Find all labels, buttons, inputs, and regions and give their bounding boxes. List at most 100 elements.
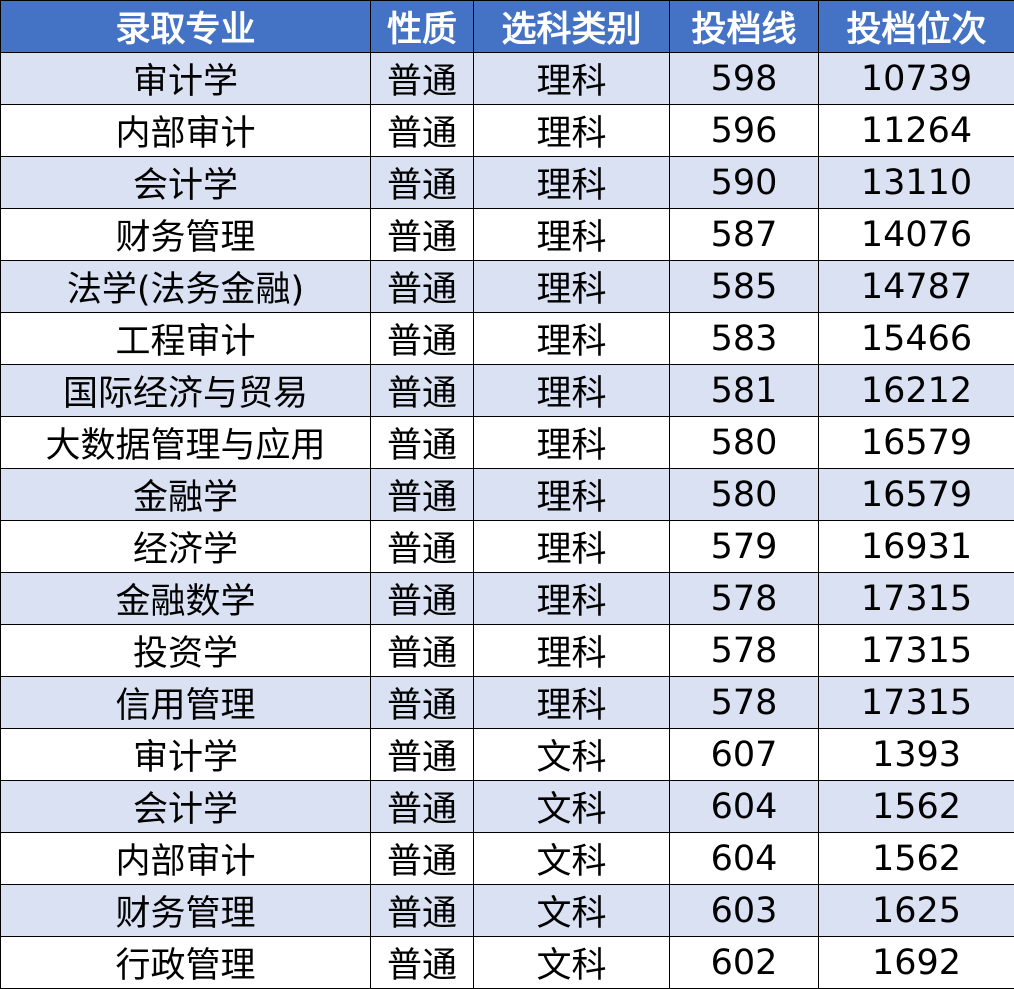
cell-subject-category: 理科 [474,261,670,313]
cell-cutoff-rank: 17315 [819,625,1014,677]
cell-major: 内部审计 [1,833,371,885]
cell-cutoff-score: 578 [670,573,819,625]
header-row: 录取专业性质选科类别投档线投档位次 [1,1,1014,53]
cell-type: 普通 [371,677,474,729]
cell-cutoff-score: 596 [670,105,819,157]
cell-type: 普通 [371,105,474,157]
cell-subject-category: 理科 [474,417,670,469]
cell-type: 普通 [371,625,474,677]
cell-type: 普通 [371,417,474,469]
cell-cutoff-score: 581 [670,365,819,417]
header-type: 性质 [371,1,474,53]
cell-cutoff-score: 590 [670,157,819,209]
cell-type: 普通 [371,885,474,937]
cell-major: 金融数学 [1,573,371,625]
cell-type: 普通 [371,833,474,885]
cell-cutoff-rank: 16212 [819,365,1014,417]
cell-cutoff-rank: 11264 [819,105,1014,157]
cell-major: 法学(法务金融) [1,261,371,313]
cell-subject-category: 理科 [474,105,670,157]
cell-cutoff-score: 604 [670,833,819,885]
cell-major: 内部审计 [1,105,371,157]
cell-cutoff-score: 580 [670,469,819,521]
cell-cutoff-score: 598 [670,53,819,105]
cell-cutoff-rank: 1562 [819,833,1014,885]
cell-subject-category: 理科 [474,157,670,209]
cell-subject-category: 文科 [474,937,670,989]
cell-cutoff-score: 578 [670,625,819,677]
cell-cutoff-score: 607 [670,729,819,781]
cell-major: 审计学 [1,53,371,105]
cell-cutoff-rank: 13110 [819,157,1014,209]
cell-cutoff-rank: 17315 [819,573,1014,625]
cell-cutoff-rank: 14076 [819,209,1014,261]
cell-major: 国际经济与贸易 [1,365,371,417]
cell-major: 行政管理 [1,937,371,989]
cell-subject-category: 理科 [474,573,670,625]
cell-type: 普通 [371,157,474,209]
cell-cutoff-rank: 14787 [819,261,1014,313]
cell-cutoff-rank: 16579 [819,417,1014,469]
cell-cutoff-score: 578 [670,677,819,729]
cell-cutoff-rank: 16579 [819,469,1014,521]
cell-cutoff-rank: 1625 [819,885,1014,937]
cell-type: 普通 [371,469,474,521]
cell-cutoff-rank: 17315 [819,677,1014,729]
cell-cutoff-rank: 10739 [819,53,1014,105]
cell-subject-category: 理科 [474,521,670,573]
cell-subject-category: 理科 [474,365,670,417]
cell-cutoff-score: 585 [670,261,819,313]
cell-major: 会计学 [1,781,371,833]
cell-subject-category: 文科 [474,729,670,781]
cell-type: 普通 [371,365,474,417]
cell-subject-category: 理科 [474,313,670,365]
cell-cutoff-rank: 1393 [819,729,1014,781]
cell-major: 金融学 [1,469,371,521]
cell-major: 大数据管理与应用 [1,417,371,469]
cell-major: 信用管理 [1,677,371,729]
cell-type: 普通 [371,521,474,573]
cell-subject-category: 理科 [474,53,670,105]
cell-major: 投资学 [1,625,371,677]
cell-type: 普通 [371,729,474,781]
cell-major: 工程审计 [1,313,371,365]
header-cutoff-rank: 投档位次 [819,1,1014,53]
cell-cutoff-score: 580 [670,417,819,469]
cell-subject-category: 文科 [474,833,670,885]
cell-cutoff-rank: 1692 [819,937,1014,989]
cell-subject-category: 理科 [474,625,670,677]
cell-cutoff-score: 579 [670,521,819,573]
header-subject-category: 选科类别 [474,1,670,53]
cell-type: 普通 [371,261,474,313]
cell-major: 财务管理 [1,209,371,261]
cell-subject-category: 理科 [474,469,670,521]
cell-cutoff-score: 587 [670,209,819,261]
cell-subject-category: 文科 [474,885,670,937]
cell-cutoff-score: 603 [670,885,819,937]
cell-subject-category: 理科 [474,677,670,729]
cell-subject-category: 理科 [474,209,670,261]
cell-cutoff-rank: 16931 [819,521,1014,573]
cell-subject-category: 文科 [474,781,670,833]
cell-type: 普通 [371,573,474,625]
header-major: 录取专业 [1,1,371,53]
